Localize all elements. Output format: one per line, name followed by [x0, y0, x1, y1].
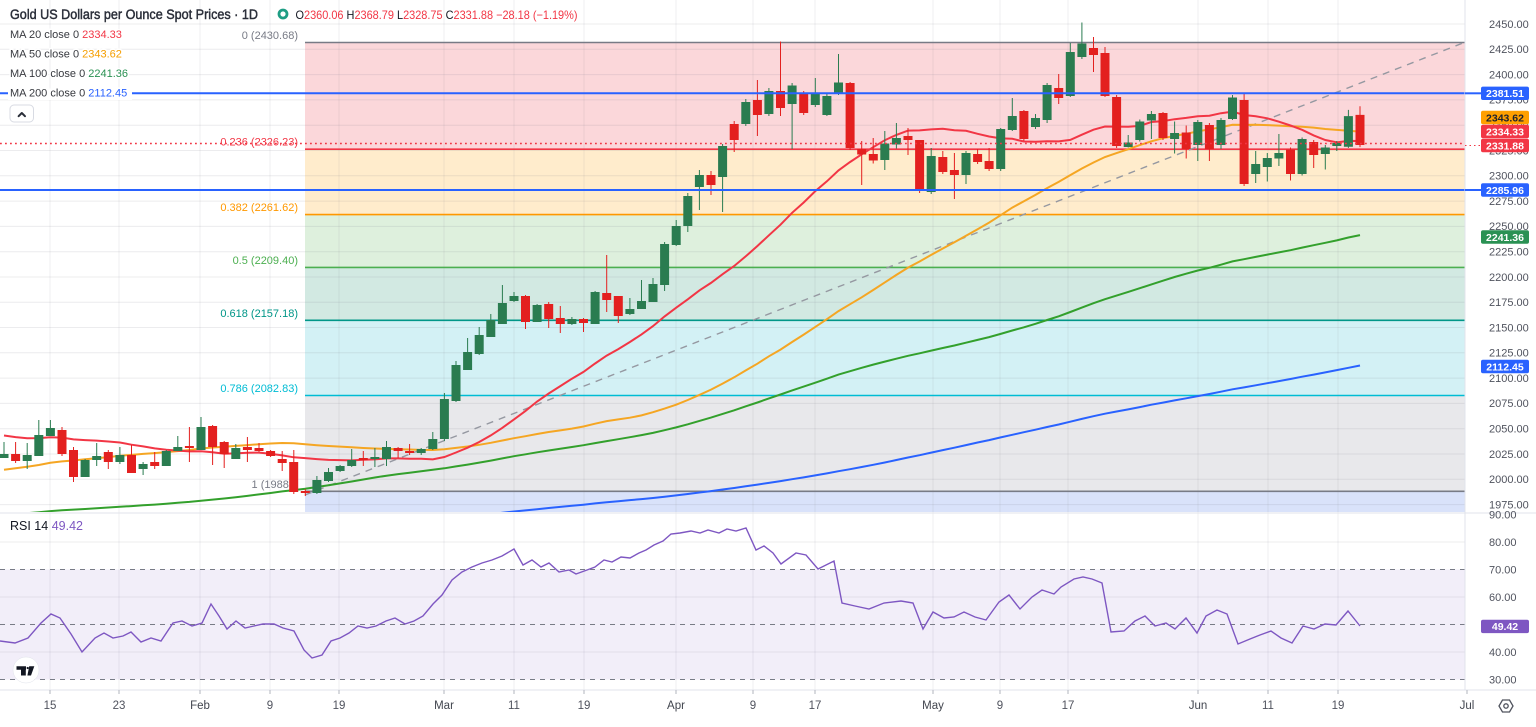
svg-text:2100.00: 2100.00	[1489, 373, 1529, 385]
svg-text:Jul: Jul	[1460, 700, 1475, 712]
svg-text:17: 17	[1062, 700, 1075, 712]
svg-text:2331.88: 2331.88	[1486, 140, 1524, 152]
svg-text:49.42: 49.42	[1492, 621, 1518, 633]
svg-text:80.00: 80.00	[1489, 537, 1517, 549]
svg-text:MA 100 close 0 2241.36: MA 100 close 0 2241.36	[10, 68, 128, 80]
svg-text:Jun: Jun	[1189, 700, 1208, 712]
svg-text:O2360.06 H2368.79 L2328.75 C23: O2360.06 H2368.79 L2328.75 C2331.88 −28.…	[296, 8, 578, 22]
svg-text:0.382 (2261.62): 0.382 (2261.62)	[220, 202, 298, 214]
svg-text:MA 20 close 0 2334.33: MA 20 close 0 2334.33	[10, 29, 122, 41]
svg-text:0.786 (2082.83): 0.786 (2082.83)	[220, 383, 298, 395]
svg-text:2285.96: 2285.96	[1486, 185, 1524, 197]
svg-text:MA 200 close 0 2112.45: MA 200 close 0 2112.45	[10, 88, 127, 100]
svg-text:0.618 (2157.18): 0.618 (2157.18)	[220, 308, 298, 320]
svg-text:Gold US Dollars per Ounce Spot: Gold US Dollars per Ounce Spot Prices · …	[10, 7, 258, 22]
svg-text:2050.00: 2050.00	[1489, 424, 1529, 436]
svg-text:RSI 14 49.42: RSI 14 49.42	[10, 519, 83, 533]
svg-text:0.5 (2209.40): 0.5 (2209.40)	[233, 255, 298, 267]
svg-text:19: 19	[578, 700, 591, 712]
svg-text:Mar: Mar	[434, 700, 454, 712]
svg-text:May: May	[922, 700, 944, 712]
svg-text:0 (2430.68): 0 (2430.68)	[242, 30, 298, 42]
svg-text:23: 23	[113, 700, 126, 712]
svg-text:1 (1988.1: 1 (1988.1	[252, 479, 298, 491]
svg-text:2450.00: 2450.00	[1489, 19, 1529, 31]
svg-text:19: 19	[333, 700, 346, 712]
svg-text:9: 9	[997, 700, 1003, 712]
svg-text:2175.00: 2175.00	[1489, 297, 1529, 309]
svg-text:17: 17	[809, 700, 822, 712]
svg-text:2125.00: 2125.00	[1489, 348, 1529, 360]
svg-text:2150.00: 2150.00	[1489, 322, 1529, 334]
svg-text:2400.00: 2400.00	[1489, 69, 1529, 81]
svg-text:2225.00: 2225.00	[1489, 247, 1529, 259]
svg-text:2075.00: 2075.00	[1489, 398, 1529, 410]
svg-text:2000.00: 2000.00	[1489, 474, 1529, 486]
svg-text:9: 9	[267, 700, 273, 712]
svg-text:2112.45: 2112.45	[1486, 361, 1524, 373]
svg-text:0.236 (2326.23): 0.236 (2326.23)	[220, 137, 298, 149]
svg-text:2250.00: 2250.00	[1489, 221, 1529, 233]
svg-text:2275.00: 2275.00	[1489, 196, 1529, 208]
svg-text:2025.00: 2025.00	[1489, 449, 1529, 461]
svg-text:11: 11	[508, 700, 520, 712]
svg-text:MA 50 close 0 2343.62: MA 50 close 0 2343.62	[10, 49, 122, 61]
svg-text:2425.00: 2425.00	[1489, 44, 1529, 56]
svg-text:30.00: 30.00	[1489, 674, 1517, 686]
svg-text:2343.62: 2343.62	[1486, 112, 1524, 124]
svg-text:2300.00: 2300.00	[1489, 171, 1529, 183]
svg-text:9: 9	[750, 700, 756, 712]
svg-text:2334.33: 2334.33	[1486, 126, 1524, 138]
svg-text:Apr: Apr	[667, 700, 685, 712]
svg-text:19: 19	[1332, 700, 1345, 712]
svg-text:60.00: 60.00	[1489, 592, 1517, 604]
svg-text:15: 15	[44, 700, 57, 712]
svg-text:2200.00: 2200.00	[1489, 272, 1529, 284]
svg-text:11: 11	[1262, 700, 1274, 712]
svg-text:2381.51: 2381.51	[1486, 88, 1524, 100]
svg-text:Feb: Feb	[190, 700, 210, 712]
svg-text:40.00: 40.00	[1489, 647, 1517, 659]
svg-text:2241.36: 2241.36	[1486, 232, 1524, 244]
svg-text:1975.00: 1975.00	[1489, 499, 1529, 511]
svg-text:90.00: 90.00	[1489, 510, 1517, 522]
svg-text:70.00: 70.00	[1489, 564, 1517, 576]
